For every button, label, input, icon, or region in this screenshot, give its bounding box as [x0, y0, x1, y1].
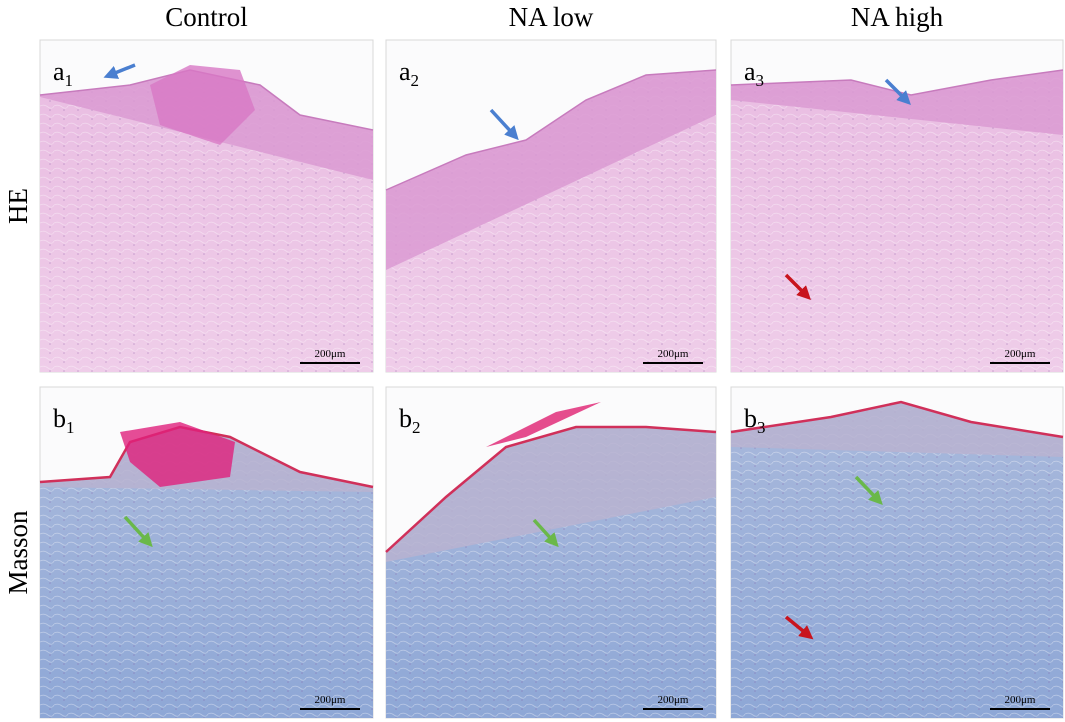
panel-letter: a: [744, 57, 756, 86]
lesion: [150, 65, 255, 145]
tissue-texture: [40, 427, 373, 718]
arrow: [854, 475, 883, 506]
arrow: [123, 515, 153, 548]
micrograph: b1 200μm: [39, 386, 374, 719]
scale-bar-label: 200μm: [1005, 348, 1036, 360]
arrow: [784, 273, 811, 300]
scale-bar-label: 200μm: [658, 348, 689, 360]
panel-index: 2: [412, 418, 421, 437]
panel-label: b3: [744, 404, 766, 437]
tissue-texture: [731, 402, 1063, 718]
panel-label: a3: [744, 57, 764, 90]
micrograph: b2 200μm: [385, 386, 717, 719]
arrow: [784, 615, 814, 640]
panel-index: 2: [411, 71, 420, 90]
column-header: NA low: [509, 2, 594, 32]
panel-label: b2: [399, 404, 421, 437]
lesion: [486, 402, 601, 447]
column-header: Control: [165, 2, 248, 32]
panel-index: 1: [65, 71, 74, 90]
scale-bar-label: 200μm: [315, 694, 346, 706]
surface: [385, 69, 717, 191]
panel-label: b1: [53, 404, 75, 437]
panel-label: a1: [53, 57, 73, 90]
scale-bar-label: 200μm: [1005, 694, 1036, 706]
surface: [730, 400, 1064, 439]
surface: [385, 425, 717, 553]
arrow: [532, 518, 559, 548]
micrograph: a1 200μm: [39, 39, 374, 373]
scale-bar-label: 200μm: [658, 694, 689, 706]
micrograph: b3 200μm: [730, 386, 1064, 719]
epidermis: [386, 70, 716, 270]
panel-index: 1: [66, 418, 75, 437]
tissue-texture: [731, 70, 1063, 372]
panel-letter: b: [744, 404, 757, 433]
arrow: [884, 78, 911, 105]
panel-index: 3: [757, 418, 766, 437]
panel-letter: b: [53, 404, 66, 433]
surface: [730, 69, 1064, 96]
epidermis: [731, 402, 1063, 457]
micrograph: a3 200μm: [730, 39, 1064, 373]
arrow: [103, 63, 136, 79]
row-label: HE: [3, 188, 33, 224]
panel-letter: a: [399, 57, 411, 86]
lesion: [120, 422, 235, 487]
row-label: Masson: [3, 510, 33, 595]
arrow: [489, 108, 519, 141]
panel-letter: a: [53, 57, 65, 86]
panel-label: a2: [399, 57, 419, 90]
scale-bar-label: 200μm: [315, 348, 346, 360]
micrograph: a2 200μm: [385, 39, 717, 373]
panel-letter: b: [399, 404, 412, 433]
panel-index: 3: [756, 71, 765, 90]
column-header: NA high: [851, 2, 944, 32]
epidermis: [386, 427, 716, 562]
